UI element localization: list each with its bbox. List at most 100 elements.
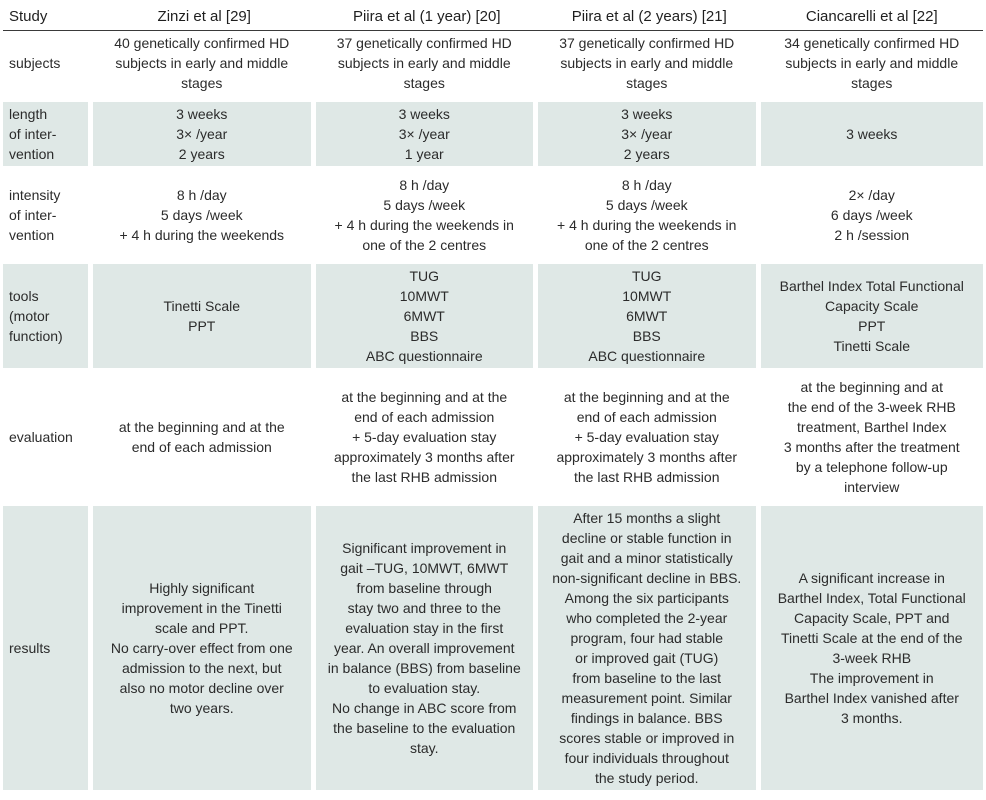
- cell-line: 5 days /week: [383, 197, 466, 213]
- row-label-subjects: subjects: [3, 31, 93, 102]
- cell-line: Significant improvement in: [342, 540, 507, 556]
- cell-line: who completed the 2-year: [566, 610, 728, 626]
- cell-line: 34 genetically confirmed HD: [784, 35, 960, 51]
- cell-length-zinzi: 3 weeks 3× /year 2 years: [93, 102, 316, 173]
- cell-results-ciancarelli: A significant increase in Barthel Index, …: [760, 506, 983, 797]
- cell-line: end of each admission: [131, 439, 272, 455]
- row-results: results Highly significant improvement in…: [3, 506, 983, 797]
- cell-line: BBS: [632, 328, 661, 344]
- header-piira-2-years: Piira et al (2 years) [21]: [538, 0, 761, 31]
- cell-line: the baseline to the evaluation: [333, 720, 516, 736]
- row-label-length: length of inter-vention: [3, 102, 93, 173]
- cell-subjects-ciancarelli: 34 genetically confirmed HD subjects in e…: [760, 31, 983, 102]
- cell-line: approximately 3 months after: [333, 449, 515, 465]
- cell-subjects-piira-1-year: 37 genetically confirmed HD subjects in e…: [315, 31, 538, 102]
- cell-line: scale and PPT.: [155, 620, 249, 636]
- cell-line: interview: [844, 479, 900, 495]
- cell-line: one of the 2 centres: [362, 237, 487, 253]
- cell-line: 3 months after the treatment: [783, 439, 960, 455]
- cell-line: measurement point. Similar: [561, 690, 732, 706]
- header-piira-1-year: Piira et al (1 year) [20]: [315, 0, 538, 31]
- cell-line: 3× /year: [621, 126, 673, 142]
- cell-line: improvement in the Tinetti: [121, 600, 282, 616]
- row-evaluation: evaluation at the beginning and at the en…: [3, 375, 983, 506]
- cell-line: one of the 2 centres: [584, 237, 709, 253]
- cell-line: PPT: [858, 318, 886, 334]
- cell-line: ABC questionnaire: [588, 348, 706, 364]
- cell-line: from baseline to the last: [572, 670, 722, 686]
- cell-line: Among the six participants: [564, 590, 729, 606]
- cell-line: 3 weeks: [398, 106, 450, 122]
- cell-line: 3× /year: [176, 126, 228, 142]
- cell-line: + 4 h during the weekends in: [334, 217, 514, 233]
- cell-line: stages: [851, 75, 893, 91]
- cell-line: at the beginning and at the: [118, 419, 285, 435]
- cell-line: end of each admission: [576, 409, 717, 425]
- cell-line: 1 year: [404, 146, 444, 162]
- header-ciancarelli: Ciancarelli et al [22]: [760, 0, 983, 31]
- cell-line: 10MWT: [399, 288, 449, 304]
- cell-line: stages: [403, 75, 445, 91]
- cell-line: four individuals throughout: [564, 750, 729, 766]
- cell-results-zinzi: Highly significant improvement in the Tin…: [93, 506, 316, 797]
- cell-line: 2× /day: [848, 187, 895, 203]
- cell-line: PPT: [188, 318, 216, 334]
- cell-line: the last RHB admission: [351, 469, 497, 485]
- cell-line: + 4 h during the weekends in: [557, 217, 737, 233]
- cell-line: 3 weeks: [176, 106, 228, 122]
- cell-line: approximately 3 months after: [556, 449, 738, 465]
- cell-line: 10MWT: [622, 288, 672, 304]
- table-body: subjects 40 genetically confirmed HD subj…: [3, 31, 983, 797]
- cell-line: subjects in early and middle: [115, 55, 289, 71]
- cell-line: vention: [9, 227, 55, 243]
- study-comparison-table-wrapper: Study Zinzi et al [29] Piira et al (1 ye…: [3, 0, 983, 797]
- cell-line: decline or stable function in: [561, 530, 732, 546]
- cell-line: 8 h /day: [399, 177, 450, 193]
- cell-line: from baseline through: [356, 580, 492, 596]
- cell-intensity-zinzi: 8 h /day 5 days /week + 4 h during the wee…: [93, 173, 316, 264]
- cell-line: function): [9, 328, 63, 344]
- cell-line: No change in ABC score from: [332, 700, 517, 716]
- cell-line: 2 years: [623, 146, 670, 162]
- cell-line: the end of the 3-week RHB: [787, 399, 956, 415]
- cell-line: TUG: [631, 268, 662, 284]
- cell-tools-zinzi: Tinetti Scale PPT: [93, 264, 316, 375]
- cell-line: + 5-day evaluation stay: [574, 429, 719, 445]
- cell-line: the last RHB admission: [573, 469, 720, 485]
- cell-line: to evaluation stay.: [368, 680, 481, 696]
- cell-tools-ciancarelli: Barthel Index Total Functional Capacity S…: [760, 264, 983, 375]
- cell-line: (motor: [9, 308, 50, 324]
- cell-line: 2 years: [178, 146, 225, 162]
- cell-line: of inter-: [9, 126, 57, 142]
- cell-line: BBS: [410, 328, 439, 344]
- cell-line: subjects in early and middle: [785, 55, 959, 71]
- cell-line: 2 h /session: [834, 227, 910, 243]
- cell-evaluation-piira-2-years: at the beginning and at the end of each a…: [538, 375, 761, 506]
- cell-line: the study period.: [594, 770, 699, 786]
- cell-line: evaluation stay in the first: [345, 620, 504, 636]
- cell-evaluation-ciancarelli: at the beginning and at the end of the 3-…: [760, 375, 983, 506]
- cell-line: length: [9, 106, 48, 122]
- cell-intensity-piira-2-years: 8 h /day 5 days /week + 4 h during the wee…: [538, 173, 761, 264]
- cell-line: No carry-over effect from one: [110, 640, 293, 656]
- cell-line: at the beginning and at the: [341, 389, 508, 405]
- cell-line: 6 days /week: [830, 207, 913, 223]
- cell-line: 3 weeks: [846, 126, 898, 142]
- row-label-tools: tools (motor function): [3, 264, 93, 375]
- cell-line: end of each admission: [354, 409, 495, 425]
- cell-line: 3 months.: [841, 710, 903, 726]
- cell-line: 3-week RHB: [832, 650, 912, 666]
- cell-line: Barthel Index vanished after: [784, 690, 959, 706]
- cell-line: intensity: [9, 187, 61, 203]
- row-subjects: subjects 40 genetically confirmed HD subj…: [3, 31, 983, 102]
- cell-line: Highly significant: [149, 580, 255, 596]
- cell-line: program, four had stable: [570, 630, 724, 646]
- cell-results-piira-2-years: After 15 months a slight decline or stabl…: [538, 506, 761, 797]
- cell-length-ciancarelli: 3 weeks: [760, 102, 983, 173]
- cell-line: Tinetti Scale: [163, 298, 240, 314]
- cell-line: + 5-day evaluation stay: [352, 429, 497, 445]
- cell-line: non-significant decline in BBS.: [552, 570, 742, 586]
- header-study: Study: [3, 0, 93, 31]
- cell-line: by a telephone follow-up: [795, 459, 948, 475]
- cell-line: of inter-: [9, 207, 57, 223]
